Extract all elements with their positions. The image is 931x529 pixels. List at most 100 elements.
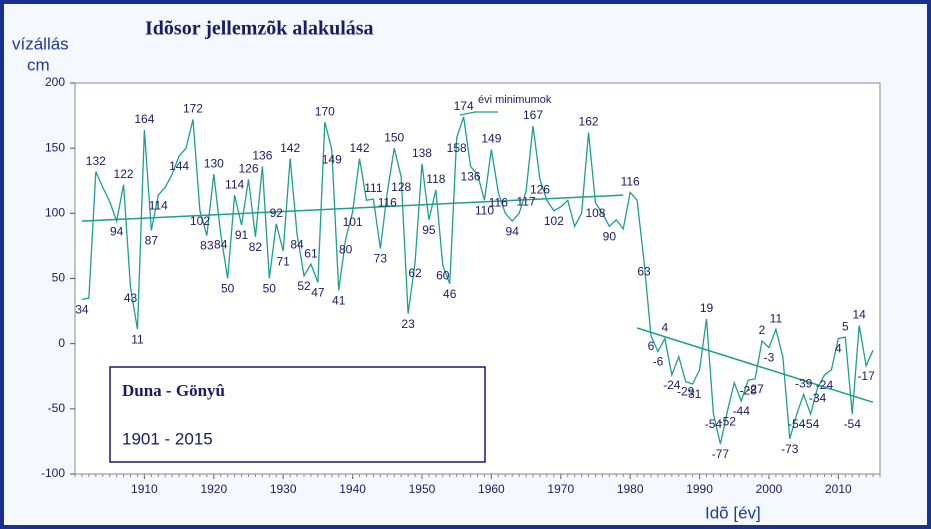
data-label: 50 (221, 282, 235, 296)
data-label: -44 (733, 404, 751, 418)
y-tick-label: 150 (45, 140, 65, 154)
annotation-pointer (459, 111, 498, 116)
y-tick-label: -100 (41, 466, 65, 480)
data-label: 23 (401, 317, 415, 331)
data-label: 101 (343, 215, 363, 229)
data-label: -29 (677, 385, 695, 399)
data-label: 84 (290, 237, 304, 251)
data-label: 114 (225, 177, 244, 191)
data-label: 87 (145, 233, 159, 247)
data-label: -24 (663, 378, 681, 392)
y-axis-label: vízállás (12, 34, 69, 53)
data-label: 128 (391, 180, 411, 194)
x-tick-label: 1940 (339, 482, 366, 496)
y-axis-label: cm (27, 55, 50, 74)
chart-title: Idõsor jellemzõk alakulása (145, 18, 374, 40)
y-tick-label: -50 (48, 401, 66, 415)
trend-line (636, 327, 874, 404)
data-label: 71 (277, 254, 291, 268)
data-label: 94 (506, 224, 520, 238)
data-label: 52 (297, 279, 311, 293)
data-label: -54 (788, 417, 806, 431)
data-label: -54 (705, 417, 723, 431)
x-tick-label: 2010 (825, 482, 852, 496)
y-tick-label: 200 (45, 75, 65, 89)
data-label: -17 (857, 369, 875, 383)
data-label: 158 (447, 141, 467, 155)
data-label: 149 (481, 132, 501, 146)
data-label: 116 (378, 196, 397, 210)
x-tick-label: 1920 (200, 482, 227, 496)
y-tick-label: 50 (52, 271, 66, 285)
data-label: -27 (746, 382, 764, 396)
data-label: 19 (700, 301, 714, 315)
data-label: 5 (842, 319, 849, 333)
x-tick-label: 1980 (617, 482, 644, 496)
data-label: 83 (200, 239, 214, 253)
data-label: 94 (110, 224, 124, 238)
data-label: 46 (443, 287, 457, 301)
data-label: 4 (662, 321, 669, 335)
period-label: 1901 - 2015 (122, 429, 213, 448)
data-label: 95 (422, 223, 436, 237)
x-axis-label: Idõ [év] (705, 503, 761, 522)
annotation: évi minimumok (478, 94, 552, 106)
data-label: 102 (544, 214, 564, 228)
data-label: 41 (332, 293, 346, 307)
data-label: 117 (517, 194, 536, 208)
data-label: 126 (238, 162, 258, 176)
data-line (81, 116, 874, 445)
data-label: 84 (214, 237, 228, 251)
x-tick-label: 2000 (756, 482, 783, 496)
data-label: 172 (183, 102, 203, 116)
data-label: -34 (809, 391, 827, 405)
y-tick-label: 0 (58, 336, 65, 350)
data-label: -24 (816, 378, 834, 392)
data-label: 61 (304, 246, 318, 260)
data-label: 150 (384, 130, 404, 144)
data-label: 73 (374, 252, 388, 266)
x-tick-label: 1910 (131, 482, 158, 496)
data-label: 102 (190, 214, 210, 228)
y-tick-label: 100 (45, 206, 65, 220)
data-label: 126 (530, 183, 550, 197)
data-label: -77 (712, 447, 730, 461)
data-label: 92 (270, 206, 284, 220)
data-label: 108 (585, 206, 605, 220)
data-label: 136 (252, 149, 272, 163)
x-tick-label: 1950 (409, 482, 436, 496)
x-tick-label: 1930 (270, 482, 297, 496)
data-label: 138 (412, 146, 432, 160)
data-label: 43 (124, 291, 138, 305)
data-label: 118 (426, 172, 445, 186)
data-label: -73 (781, 442, 799, 456)
data-label: 174 (454, 99, 474, 113)
data-label: 136 (461, 170, 481, 184)
x-tick-label: 1960 (478, 482, 505, 496)
data-label: 122 (114, 167, 134, 181)
data-label: 132 (86, 154, 106, 168)
data-label: -6 (653, 355, 664, 369)
data-label: 130 (204, 156, 224, 170)
x-tick-label: 1970 (547, 482, 574, 496)
data-label: -54 (844, 417, 862, 431)
data-label: 116 (489, 196, 508, 210)
data-label: 6 (648, 339, 655, 353)
data-label: 110 (475, 203, 494, 217)
data-label: 2 (759, 323, 766, 337)
data-label: 162 (579, 115, 599, 129)
data-label: 142 (280, 141, 300, 155)
data-label: 63 (637, 265, 651, 279)
data-label: 149 (322, 153, 342, 167)
data-label: 4 (835, 342, 842, 356)
legend-box (109, 366, 486, 463)
data-label: 167 (523, 108, 543, 122)
data-label: 164 (134, 112, 154, 126)
data-label: -39 (795, 377, 813, 391)
data-label: 170 (315, 104, 335, 118)
data-label: 60 (436, 269, 450, 283)
data-label: 111 (364, 181, 383, 195)
data-label: -54 (802, 417, 820, 431)
data-label: -28 (739, 383, 757, 397)
